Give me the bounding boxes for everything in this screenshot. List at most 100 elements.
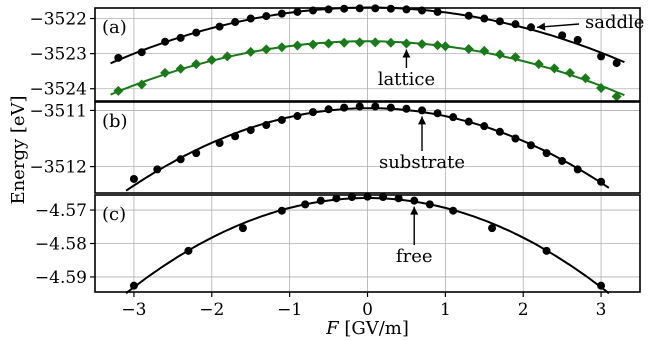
saddle-point — [137, 48, 146, 57]
lattice-point — [510, 52, 521, 63]
x-tick-label: 2 — [518, 300, 529, 320]
substrate-point — [418, 106, 426, 115]
x-axis-label: F [GV/m] — [325, 318, 409, 339]
substrate-point — [402, 104, 411, 113]
substrate-point — [262, 121, 271, 130]
lattice-point — [136, 79, 147, 90]
series-layer — [110, 4, 625, 295]
free-point — [316, 196, 325, 205]
y-tick-label: −3522 — [29, 10, 87, 30]
grid-layer — [95, 8, 640, 292]
annotation-saddle: saddle — [585, 12, 644, 33]
saddle-point — [277, 9, 286, 18]
lattice-point — [463, 44, 474, 55]
saddle-point — [161, 37, 170, 46]
saddle-point — [433, 7, 442, 16]
saddle-point — [527, 23, 535, 32]
lattice-point — [401, 38, 412, 49]
saddle-point — [464, 11, 473, 20]
saddle-point — [192, 28, 201, 37]
x-tick-label: −2 — [199, 300, 224, 320]
lattice-point — [160, 67, 171, 78]
lattice-point — [276, 42, 287, 53]
lattice-point — [323, 38, 334, 49]
y-tick-label: −3523 — [29, 45, 87, 65]
substrate-point — [192, 149, 201, 158]
x-tick-label: 0 — [362, 300, 373, 320]
lattice-point — [479, 45, 490, 56]
substrate-point — [464, 117, 473, 126]
lattice-point — [596, 83, 607, 94]
saddle-point — [324, 5, 333, 14]
y-tick-label: −4.57 — [35, 201, 87, 221]
x-tick-label: −3 — [121, 300, 146, 320]
free-point — [542, 246, 551, 255]
free-point — [129, 281, 138, 290]
substrate-point — [246, 126, 255, 135]
lattice-point — [580, 73, 591, 84]
lattice-point — [354, 37, 365, 48]
saddle-point — [573, 35, 582, 44]
lattice-point — [385, 37, 396, 48]
substrate-point — [153, 165, 162, 174]
lattice-point — [261, 44, 272, 55]
free-point — [332, 194, 341, 203]
substrate-point — [527, 141, 535, 150]
panel-frame — [94, 7, 641, 102]
saddle-point — [511, 20, 520, 29]
substrate-point — [355, 102, 364, 111]
substrate-point — [231, 132, 240, 141]
lattice-point — [611, 91, 622, 102]
saddle-point — [176, 33, 185, 42]
panel-frame — [94, 101, 641, 194]
lattice-point — [222, 51, 233, 62]
substrate-point — [309, 108, 317, 117]
lattice-point — [564, 67, 575, 78]
lattice-point — [440, 41, 451, 52]
saddle-point — [262, 12, 271, 21]
tick-layer: −3522 −3523 −3524−3511 −3512 −4.57 −4.58 −4.59… — [29, 10, 606, 320]
arrow-head — [537, 22, 546, 31]
y-tick-label: −4.59 — [35, 268, 87, 288]
annotation-lattice: lattice — [378, 69, 435, 90]
substrate-point — [511, 134, 520, 143]
free-point — [597, 281, 606, 290]
free-point — [238, 224, 247, 233]
saddle-point — [231, 18, 240, 27]
x-tick-label: 1 — [440, 300, 451, 320]
y-tick-label: −4.58 — [35, 235, 87, 255]
y-tick-label: −3511 — [29, 101, 87, 121]
annotation-free: free — [396, 246, 433, 267]
lattice-point — [549, 63, 560, 74]
substrate-point — [129, 174, 138, 183]
substrate-point — [215, 139, 224, 148]
substrate-point — [449, 113, 458, 122]
panel-label: (b) — [102, 111, 128, 132]
substrate-point — [176, 155, 185, 164]
substrate-point — [542, 149, 551, 158]
lattice-point — [339, 37, 350, 48]
free-point — [394, 194, 403, 203]
free-point — [449, 206, 458, 215]
saddle-point — [612, 59, 621, 68]
lattice-point — [494, 49, 505, 60]
lattice-point — [308, 39, 318, 50]
y-axis-label: Energy [eV] — [8, 95, 29, 204]
y-tick-label: −3512 — [29, 158, 87, 178]
substrate-point — [433, 109, 442, 118]
arrow-head — [418, 116, 426, 125]
substrate-point — [597, 177, 606, 186]
substrate-point — [293, 112, 302, 121]
saddle-point — [215, 22, 224, 31]
annotation-substrate: substrate — [379, 152, 465, 173]
free-point — [410, 196, 419, 205]
free-point — [184, 246, 193, 255]
x-tick-label: 3 — [596, 300, 607, 320]
lattice-point — [432, 40, 443, 51]
substrate-point — [386, 103, 395, 112]
free-point — [301, 200, 310, 209]
saddle-point — [480, 14, 489, 23]
lattice-point — [113, 85, 124, 96]
saddle-point — [246, 14, 255, 23]
